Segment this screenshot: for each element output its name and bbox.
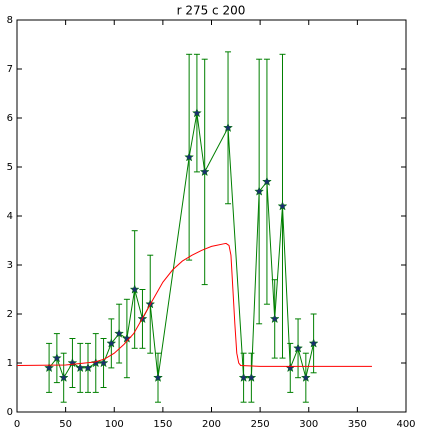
star-marker: [277, 200, 288, 211]
series-line: [16, 242, 372, 367]
y-tick-label: 7: [7, 64, 13, 75]
y-tick-label: 5: [7, 162, 13, 173]
plot-frame: [16, 19, 407, 413]
x-tick-label: 350: [348, 419, 367, 430]
star-marker: [300, 372, 311, 382]
x-tick-label: 100: [105, 419, 124, 430]
star-marker: [293, 343, 304, 353]
star-marker: [58, 372, 69, 382]
x-tick-label: 150: [153, 419, 172, 430]
x-tick-label: 300: [299, 419, 318, 430]
star-marker: [246, 372, 257, 382]
star-marker: [67, 357, 78, 368]
star-marker: [261, 176, 272, 186]
star-marker: [254, 186, 265, 196]
star-marker: [51, 352, 62, 363]
star-marker: [129, 284, 140, 294]
star-marker: [106, 338, 117, 348]
star-marker: [269, 313, 280, 324]
x-tick-label: 0: [14, 419, 20, 430]
star-marker: [98, 357, 109, 368]
x-tick-label: 50: [59, 419, 72, 430]
star-marker: [44, 362, 55, 373]
star-marker: [308, 338, 319, 348]
y-tick-label: 3: [7, 260, 13, 271]
series-line: [48, 113, 315, 379]
y-tick-label: 1: [7, 358, 13, 369]
star-marker: [83, 362, 93, 373]
star-marker: [114, 328, 125, 338]
x-tick-label: 200: [202, 419, 221, 430]
y-tick-label: 8: [7, 15, 13, 26]
y-tick-label: 2: [7, 309, 13, 320]
y-tick-label: 0: [7, 407, 13, 418]
star-marker: [223, 122, 233, 133]
star-marker: [153, 372, 163, 382]
chart-title: r 275 c 200: [177, 4, 246, 18]
y-tick-label: 4: [7, 211, 13, 222]
x-tick-label: 400: [396, 419, 415, 430]
star-marker: [184, 151, 195, 162]
star-marker: [191, 107, 202, 118]
star-marker: [199, 166, 210, 177]
x-tick-label: 250: [251, 419, 270, 430]
y-tick-label: 6: [7, 113, 13, 124]
